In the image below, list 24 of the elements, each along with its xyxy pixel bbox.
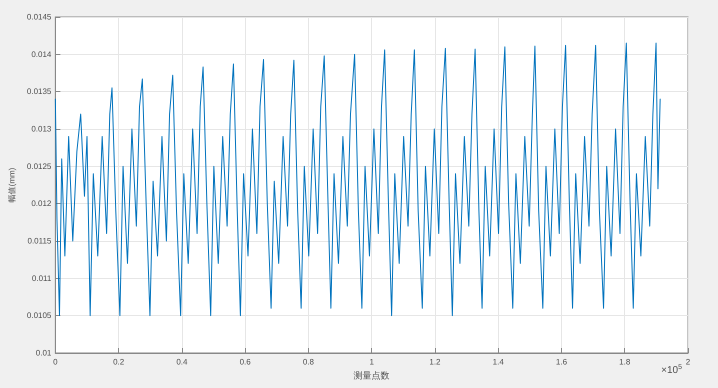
x-tick-label: 1.2 <box>429 358 442 366</box>
y-tick-label: 0.013 <box>31 124 52 134</box>
x-tick-label: 0.4 <box>176 358 188 366</box>
x-tick-label: 2 <box>686 358 691 366</box>
y-tick-label: 0.0105 <box>26 311 52 320</box>
x-tick-label: 1.4 <box>492 358 504 366</box>
x-axis-title: 测量点数 <box>354 370 390 380</box>
x-tick-label: 0.8 <box>302 358 315 366</box>
y-tick-label: 0.01 <box>36 348 52 358</box>
x-tick-label: 0.2 <box>113 358 125 366</box>
y-tick-label: 0.0115 <box>27 236 52 246</box>
y-tick-label: 0.0145 <box>26 12 52 22</box>
x-tick-label: 0 <box>53 358 58 366</box>
x-tick-label: 1 <box>369 358 374 366</box>
x-tick-label: 1.8 <box>619 358 631 366</box>
x-tick-label: 1.6 <box>556 358 568 366</box>
y-tick-label: 0.0125 <box>26 162 52 171</box>
line-series <box>54 42 661 316</box>
y-tick-label: 0.012 <box>31 199 52 208</box>
y-tick-label: 0.011 <box>32 274 52 283</box>
x-tick-label: 0.6 <box>240 358 252 366</box>
y-tick-label: 0.014 <box>31 50 52 59</box>
y-axis-title: 幅值(mm) <box>8 167 16 202</box>
y-tick-label: 0.0135 <box>26 87 52 96</box>
